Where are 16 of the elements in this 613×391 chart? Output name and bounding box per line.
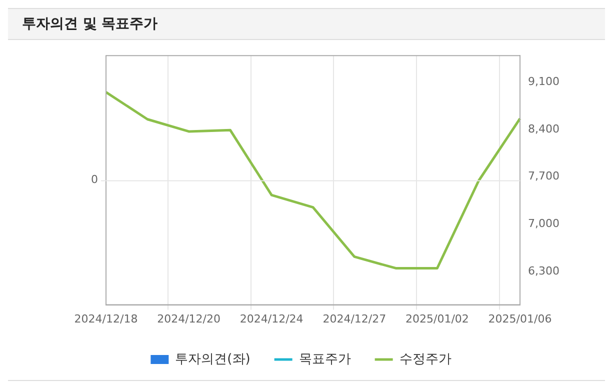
y2-tick-label: 7,700	[528, 170, 560, 183]
x-tick-label: 2024/12/24	[240, 312, 304, 326]
legend-label: 수정주가	[399, 352, 452, 367]
x-tick-label: 2025/01/06	[488, 312, 552, 326]
y2-tick-label: 6,300	[528, 264, 560, 278]
y2-tick-label: 9,100	[528, 74, 560, 88]
x-tick-label: 2024/12/20	[157, 312, 221, 326]
chart-title: 투자의견 및 목표주가	[22, 15, 158, 33]
y2-tick-label: 8,400	[528, 122, 560, 136]
x-tick-label: 2024/12/27	[322, 312, 386, 326]
x-tick-label: 2025/01/02	[405, 312, 469, 326]
text: 0	[91, 173, 98, 186]
legend-label: 목표주가	[298, 352, 351, 367]
x-tick-label: 2024/12/18	[74, 312, 138, 326]
y2-tick-label: 7,000	[528, 217, 560, 230]
legend-label: 투자의견(좌)	[175, 352, 250, 367]
